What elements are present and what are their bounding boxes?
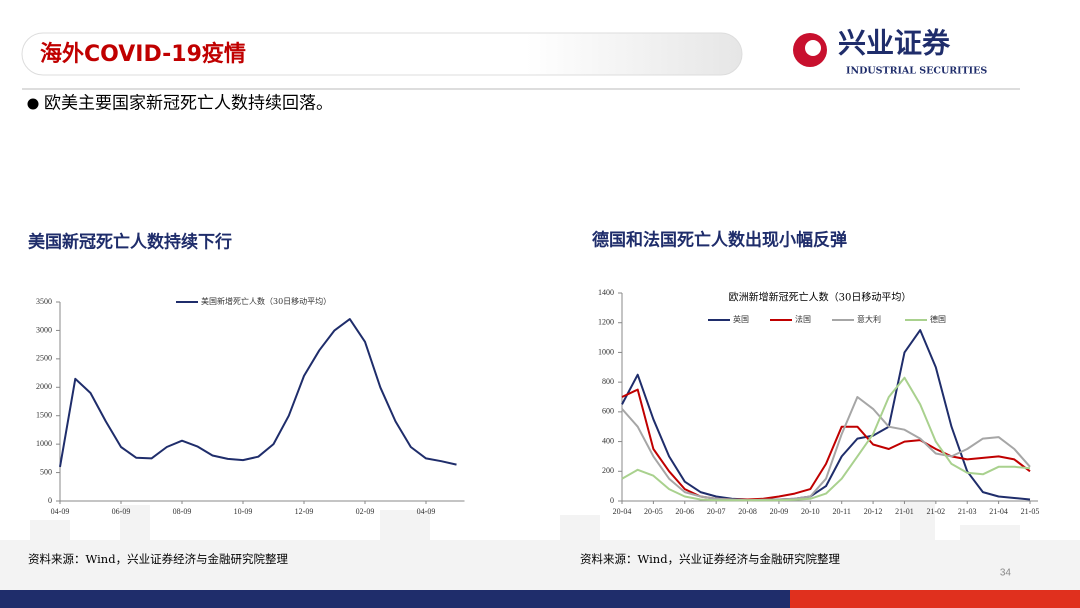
y-tick-label: 1000	[36, 439, 52, 448]
x-tick-label: 20-09	[770, 507, 789, 516]
logo-english: INDUSTRIAL SECURITIES	[846, 66, 987, 77]
x-tick-label: 20-05	[644, 507, 663, 516]
logo-name: 兴业证券	[838, 27, 951, 60]
x-tick-label: 21-02	[927, 507, 946, 516]
series-line	[621, 376, 1031, 502]
chart-title: 欧洲新增新冠死亡人数（30日移动平均）	[729, 291, 912, 304]
x-tick-label: 04-09	[417, 507, 436, 516]
x-tick-label: 04-09	[51, 507, 70, 516]
legend-label: 英国	[733, 314, 749, 324]
legend-label: 意大利	[857, 314, 881, 324]
y-tick-label: 2000	[36, 382, 52, 391]
y-tick-label: 0	[610, 496, 614, 505]
y-tick-label: 600	[602, 407, 614, 416]
x-tick-label: 20-06	[675, 507, 694, 516]
bullet-dot	[27, 98, 39, 110]
series-line	[621, 396, 1031, 502]
y-tick-label: 1000	[598, 347, 614, 356]
header-title: 海外COVID-19疫情	[40, 41, 246, 67]
x-tick-label: 12-09	[295, 507, 314, 516]
source: 资料来源：Wind，兴业证券经济与金融研究院整理	[28, 552, 289, 566]
x-tick-label: 20-07	[707, 507, 726, 516]
y-tick-label: 1400	[598, 288, 614, 297]
bullet-text: 欧美主要国家新冠死亡人数持续回落。	[44, 94, 333, 114]
y-tick-label: 500	[40, 467, 52, 476]
y-tick-label: 3500	[36, 297, 52, 306]
x-tick-label: 21-05	[1021, 507, 1040, 516]
y-tick-label: 1200	[598, 318, 614, 327]
series-line	[621, 388, 1031, 501]
x-tick-label: 21-03	[958, 507, 977, 516]
x-tick-label: 21-01	[895, 507, 914, 516]
y-tick-label: 0	[48, 496, 52, 505]
legend-label: 法国	[795, 314, 811, 324]
logo-icon-inner	[805, 40, 821, 56]
x-tick-label: 20-08	[738, 507, 757, 516]
footer-bar-accent	[790, 590, 1080, 608]
header-pill	[21, 32, 743, 76]
y-tick-label: 400	[602, 436, 614, 445]
x-tick-label: 02-09	[356, 507, 375, 516]
x-tick-label: 10-09	[234, 507, 253, 516]
legend-label: 美国新增死亡人数（30日移动平均）	[201, 296, 331, 306]
x-tick-label: 21-04	[989, 507, 1008, 516]
y-tick-label: 800	[602, 377, 614, 386]
legend-label: 德国	[930, 314, 946, 324]
source: 资料来源：Wind，兴业证券经济与金融研究院整理	[580, 552, 841, 566]
x-tick-label: 20-11	[833, 507, 851, 516]
x-tick-label: 06-09	[112, 507, 131, 516]
page-number: 34	[1000, 568, 1012, 579]
footer-bar	[0, 590, 790, 608]
y-tick-label: 200	[602, 466, 614, 475]
x-tick-label: 20-12	[864, 507, 883, 516]
x-tick-label: 08-09	[173, 507, 192, 516]
x-tick-label: 20-10	[801, 507, 820, 516]
panel-heading: 德国和法国死亡人数出现小幅反弹	[592, 230, 847, 251]
skyline	[0, 500, 1080, 590]
series-line	[621, 329, 1031, 501]
y-tick-label: 1500	[36, 411, 52, 420]
y-tick-label: 3000	[36, 325, 52, 334]
series-line	[59, 318, 457, 468]
panel-heading: 美国新冠死亡人数持续下行	[28, 232, 232, 253]
y-tick-label: 2500	[36, 354, 52, 363]
x-tick-label: 20-04	[613, 507, 632, 516]
